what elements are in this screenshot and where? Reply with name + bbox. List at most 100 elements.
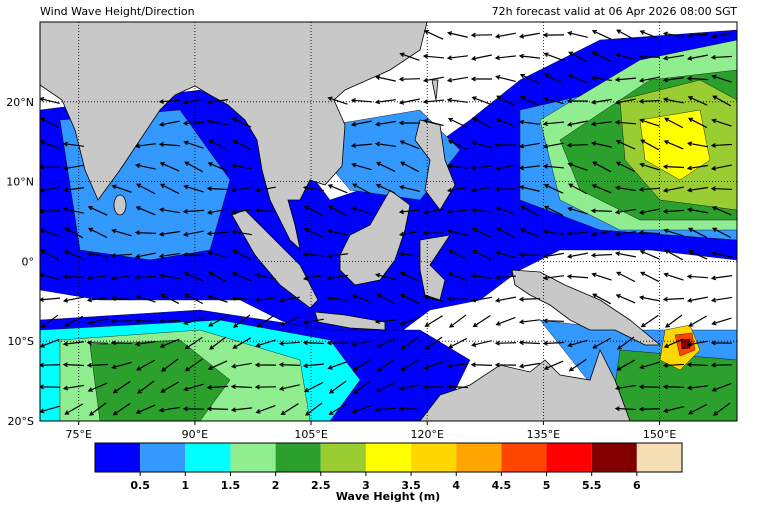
direction-arrow	[64, 403, 83, 415]
direction-arrow	[398, 76, 421, 82]
direction-arrow	[422, 230, 445, 236]
colorbar-tick-label: 3.5	[401, 479, 421, 492]
direction-arrow	[302, 251, 325, 257]
direction-arrow	[638, 384, 661, 390]
direction-arrow	[87, 227, 108, 239]
direction-arrow	[351, 162, 372, 171]
direction-arrow	[640, 139, 660, 151]
direction-arrow	[447, 272, 468, 282]
direction-arrow	[326, 295, 348, 301]
direction-arrow	[230, 296, 253, 301]
direction-arrow	[280, 403, 299, 416]
direction-arrow	[350, 120, 372, 127]
colorbar-swatch	[591, 443, 637, 472]
direction-arrow	[518, 362, 540, 369]
direction-arrow	[687, 227, 708, 239]
direction-arrow	[592, 337, 612, 349]
lat-label: 10°S	[8, 335, 34, 348]
direction-arrow	[328, 380, 347, 394]
direction-arrow	[590, 141, 612, 148]
new-guinea	[511, 269, 662, 346]
direction-arrow	[542, 229, 564, 236]
direction-arrow	[663, 272, 684, 281]
direction-arrow	[182, 406, 205, 412]
direction-arrow	[135, 404, 156, 414]
direction-arrow	[494, 164, 516, 171]
direction-arrow	[63, 207, 84, 214]
direction-arrow	[663, 338, 684, 348]
direction-arrow	[183, 184, 204, 193]
direction-arrow	[566, 252, 588, 259]
direction-arrow	[591, 184, 612, 194]
direction-arrow	[543, 205, 564, 216]
direction-arrow	[40, 117, 60, 129]
direction-arrow	[614, 98, 636, 105]
lat-label: 10°N	[6, 176, 34, 189]
direction-arrow	[375, 161, 396, 172]
direction-arrow	[327, 96, 348, 105]
direction-arrow	[254, 384, 277, 390]
direction-arrow	[710, 296, 732, 303]
direction-arrow	[518, 252, 541, 258]
direction-arrow	[448, 249, 468, 261]
colorbar-swatch	[456, 443, 502, 472]
colorbar-tick-label: 4	[452, 479, 460, 492]
direction-arrow	[470, 186, 492, 193]
direction-arrow	[303, 381, 324, 393]
direction-arrow	[638, 98, 661, 104]
direction-arrow	[471, 340, 492, 347]
direction-arrow	[278, 341, 301, 346]
direction-arrow	[542, 32, 565, 38]
direction-arrow	[543, 183, 564, 194]
direction-arrow	[494, 32, 516, 39]
direction-arrow	[592, 161, 612, 173]
direction-arrow	[542, 318, 565, 324]
direction-arrow	[184, 161, 204, 173]
direction-arrow	[519, 228, 540, 238]
direction-arrow	[350, 340, 372, 347]
direction-arrow	[422, 208, 444, 215]
direction-arrow	[712, 95, 732, 107]
direction-arrow	[302, 340, 325, 346]
direction-arrow	[494, 362, 517, 368]
direction-arrow	[519, 73, 540, 84]
colorbar-swatch	[95, 443, 141, 472]
direction-arrow	[302, 274, 324, 281]
direction-arrow	[639, 118, 660, 127]
wave-directions	[40, 29, 733, 416]
direction-arrow	[447, 139, 468, 150]
direction-arrow	[568, 183, 588, 195]
direction-arrow	[398, 120, 421, 126]
direction-arrow	[159, 183, 180, 195]
direction-arrow	[449, 314, 467, 328]
direction-arrow	[496, 227, 516, 239]
direction-arrow	[134, 274, 157, 280]
colorbar-tick-label: 5.5	[582, 479, 602, 492]
direction-arrow	[302, 318, 324, 325]
direction-arrow	[518, 53, 541, 59]
direction-arrow	[494, 55, 517, 61]
direction-arrow	[614, 406, 637, 412]
direction-arrow	[160, 358, 179, 372]
colorbar-swatch	[230, 443, 276, 472]
direction-arrow	[470, 207, 493, 213]
direction-arrow	[137, 380, 155, 394]
direction-arrow	[592, 293, 612, 305]
direction-arrow	[231, 272, 252, 282]
direction-arrow	[64, 315, 84, 327]
direction-arrow	[424, 336, 443, 350]
direction-arrow	[710, 54, 733, 60]
direction-arrow	[568, 358, 587, 372]
direction-arrow	[135, 206, 156, 216]
direction-arrow	[206, 230, 229, 236]
direction-arrow	[470, 32, 493, 38]
direction-arrow	[62, 274, 85, 280]
direction-arrow	[566, 142, 589, 148]
direction-arrow	[543, 96, 564, 105]
direction-arrow	[591, 51, 612, 62]
direction-arrow	[303, 227, 324, 238]
direction-arrow	[254, 273, 276, 280]
colorbar-swatch	[546, 443, 592, 472]
direction-arrow	[399, 140, 420, 150]
direction-arrow	[614, 251, 636, 258]
